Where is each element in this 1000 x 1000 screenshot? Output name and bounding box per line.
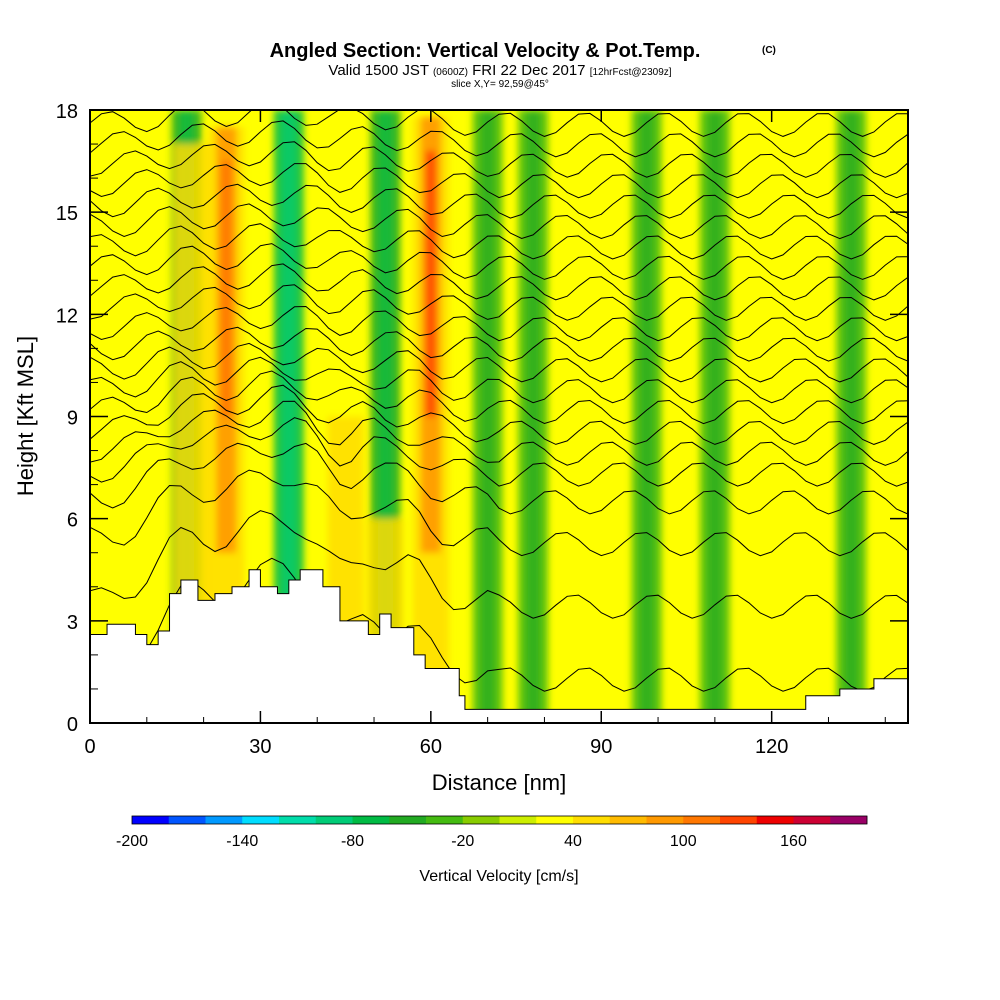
downdraft-core: [843, 110, 859, 723]
y-tick-label: 3: [67, 612, 78, 634]
terrain-mask: [90, 569, 908, 723]
colorbar-tick-label: 100: [670, 833, 697, 850]
colorbar-swatch: [132, 816, 170, 824]
updraft-core: [425, 150, 436, 417]
chart-subtitle: Valid 1500 JST (0600Z) FRI 22 Dec 2017 […: [328, 62, 671, 79]
colorbar-swatch: [389, 816, 427, 824]
colorbar-tick-label: -80: [341, 833, 364, 850]
x-tick-label: 30: [249, 736, 271, 758]
y-axis-label: Height [Kft MSL]: [13, 336, 38, 496]
colorbar-tick-label: -20: [451, 833, 474, 850]
y-tick-label: 0: [67, 714, 78, 736]
theta-contour: [90, 141, 908, 178]
y-tick-label: 15: [56, 203, 78, 225]
y-tick-label: 12: [56, 305, 78, 327]
theta-contour: [90, 442, 908, 515]
colorbar-swatch: [315, 816, 353, 824]
x-tick-label: 0: [84, 736, 95, 758]
theta-contour: [90, 400, 908, 466]
downdraft-core: [707, 110, 723, 723]
theta-contour: [90, 326, 908, 362]
downdraft-core: [639, 110, 655, 723]
colorbar-swatch: [609, 816, 647, 824]
colorbar-swatch: [536, 816, 574, 824]
theta-contour: [90, 263, 908, 301]
theta-contour: [90, 384, 908, 445]
colorbar-swatch: [830, 816, 868, 824]
theta-contour: [90, 469, 908, 557]
theta-contour: [90, 203, 908, 240]
theta-contour: [90, 284, 908, 321]
colorbar: -200 -140 -80 -20 40 100 160: [116, 815, 868, 850]
theta-contour: [90, 305, 908, 342]
colorbar-swatch: [205, 816, 243, 824]
colorbar-swatch: [756, 816, 794, 824]
colorbar-frame: [131, 815, 868, 825]
y-tick-label: 18: [56, 101, 78, 123]
colorbar-swatch: [168, 816, 206, 824]
colorbar-swatch: [720, 816, 758, 824]
downdraft-core: [525, 110, 541, 723]
colorbar-swatch: [646, 816, 684, 824]
theta-contour: [90, 120, 908, 158]
theta-contour: [90, 510, 908, 619]
downdraft-core: [281, 110, 297, 723]
x-tick-label: 90: [590, 736, 612, 758]
colorbar-swatch: [499, 816, 537, 824]
y-tick-label: 6: [67, 510, 78, 532]
x-tick-label: 120: [755, 736, 788, 758]
y-tick-label: 9: [67, 408, 78, 430]
colorbar-swatch: [793, 816, 831, 824]
updraft-core: [221, 161, 232, 417]
colorbar-swatch: [462, 816, 500, 824]
theta-contour: [90, 243, 908, 280]
chart-title: Angled Section: Vertical Velocity & Pot.…: [270, 40, 701, 62]
x-axis-label: Distance [nm]: [432, 770, 567, 795]
colorbar-swatch: [242, 816, 280, 824]
theta-contour: [90, 342, 908, 383]
colorbar-tick-label: -140: [226, 833, 258, 850]
colorbar-swatch: [573, 816, 611, 824]
x-tick-label: 60: [420, 736, 442, 758]
colorbar-swatch: [352, 816, 390, 824]
colorbar-swatch: [279, 816, 317, 824]
colorbar-tick-label: 40: [564, 833, 582, 850]
theta-contour: [90, 110, 908, 137]
colorbar-swatch: [683, 816, 721, 824]
colorbar-tick-label: 160: [780, 833, 807, 850]
theta-contour: [90, 223, 908, 260]
plot-area: [90, 110, 908, 723]
chart-title-unit: (C): [762, 45, 776, 56]
theta-contour: [90, 417, 908, 487]
colorbar-label: Vertical Velocity [cm/s]: [419, 868, 578, 885]
theta-contour: [90, 370, 908, 425]
theta-contour: [90, 356, 908, 404]
colorbar-tick-label: -200: [116, 833, 148, 850]
theta-contour: [90, 183, 908, 219]
colorbar-swatch: [426, 816, 464, 824]
theta-contour: [90, 163, 908, 199]
slice-label: slice X,Y= 92,59@45°: [451, 79, 549, 90]
